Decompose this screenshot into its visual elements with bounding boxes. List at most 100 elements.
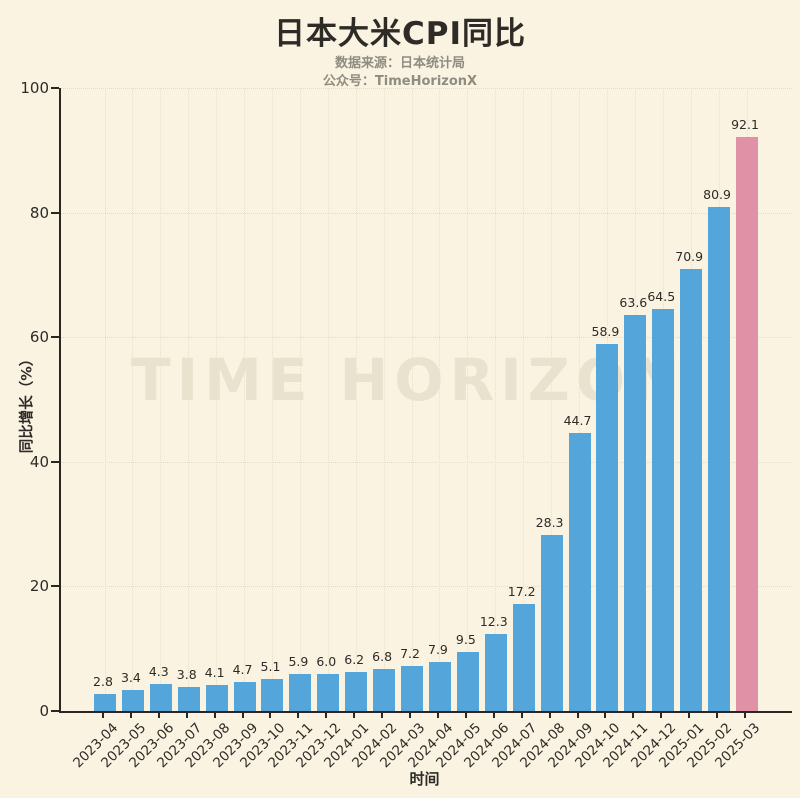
bar-value-label: 6.8: [372, 648, 393, 664]
bar-value-label: 2.8: [93, 673, 113, 689]
x-axis-tick: [576, 713, 579, 718]
bar-value-label: 44.7: [563, 412, 592, 428]
chart-title: 日本大米CPI同比: [273, 16, 526, 52]
bar-value-label: 4.7: [232, 661, 253, 677]
x-axis-tick: [436, 713, 439, 718]
bar-highlight: [736, 137, 758, 711]
bar-value-label: 5.9: [288, 654, 309, 670]
bar: [177, 687, 200, 711]
y-axis-title: 同比增长（%）: [19, 351, 36, 454]
gridline-horizontal: [61, 88, 792, 89]
bar: [317, 673, 340, 711]
bar-value-label: 28.3: [535, 514, 564, 530]
y-axis-tick-label: 40: [29, 452, 49, 471]
bar-value-label: 7.9: [428, 641, 448, 657]
bar: [428, 661, 451, 711]
gridline-vertical: [495, 88, 497, 711]
gridline-vertical: [327, 88, 329, 711]
bar-value-label: 7.2: [400, 646, 420, 662]
gridline-vertical: [160, 88, 162, 711]
x-axis-title: 时间: [409, 770, 440, 788]
x-axis-tick: [297, 713, 300, 718]
x-axis-tick: [520, 713, 523, 718]
bar-value-label: 6.2: [344, 652, 365, 668]
bar-value-label: 92.1: [731, 117, 759, 133]
bar: [484, 634, 507, 711]
y-axis-tick: [51, 87, 59, 89]
bar: [94, 693, 116, 711]
bar-value-label: 80.9: [703, 186, 731, 202]
gridline-vertical: [467, 88, 469, 711]
x-axis-tick: [213, 713, 216, 718]
gridline-vertical: [244, 88, 246, 711]
bar: [624, 314, 647, 711]
bar: [261, 679, 284, 711]
y-axis-tick: [51, 710, 59, 712]
y-axis-tick-label: 20: [29, 577, 49, 596]
bar: [121, 689, 144, 711]
x-axis-tick: [604, 713, 607, 718]
gridline-vertical: [271, 88, 273, 711]
bar-value-label: 3.8: [176, 667, 197, 683]
x-axis-tick: [688, 713, 691, 718]
gridline-horizontal: [61, 337, 792, 339]
bar-value-label: 3.4: [120, 669, 141, 685]
bar-value-label: 58.9: [591, 324, 620, 340]
bar-value-label: 4.1: [204, 665, 225, 681]
bar: [205, 685, 228, 711]
x-axis-tick: [269, 713, 272, 718]
x-axis-tick: [744, 713, 746, 718]
bar: [373, 668, 396, 711]
gridline-vertical: [439, 88, 441, 711]
gridline-horizontal: [61, 212, 792, 214]
bar-value-label: 9.5: [455, 631, 476, 647]
bar: [345, 672, 368, 711]
y-axis-tick: [51, 585, 59, 588]
gridline-horizontal: [61, 586, 792, 588]
bar-value-label: 12.3: [479, 614, 508, 630]
bar-value-label: 6.0: [316, 653, 337, 669]
x-axis-tick: [409, 713, 412, 718]
x-axis-tick: [716, 713, 719, 718]
x-axis-tick: [102, 713, 104, 718]
x-axis-tick: [325, 713, 328, 718]
bar: [233, 681, 256, 711]
bar-value-label: 70.9: [675, 249, 704, 265]
bar: [289, 674, 312, 711]
bar: [149, 684, 172, 711]
bar-value-label: 5.1: [260, 659, 281, 675]
y-axis-tick: [51, 460, 59, 463]
bar: [680, 269, 703, 711]
bar-value-label: 4.3: [148, 664, 169, 680]
gridline-vertical: [132, 88, 134, 711]
chart-account-line: 公众号：TimeHorizonX: [322, 74, 478, 89]
x-axis-tick: [548, 713, 551, 718]
plot-area: TIME HORIZON: [59, 88, 792, 713]
bar: [652, 309, 675, 711]
x-axis-tick: [464, 713, 467, 718]
bar-value-label: 17.2: [507, 583, 536, 599]
x-axis-tick: [492, 713, 495, 718]
y-axis-tick-label: 80: [29, 203, 49, 222]
bar: [708, 207, 731, 711]
gridline-vertical: [383, 88, 385, 711]
bar: [512, 603, 535, 711]
gridline-vertical: [188, 88, 190, 711]
y-axis-tick: [51, 336, 59, 339]
bar-value-label: 63.6: [619, 294, 648, 310]
gridline-vertical: [523, 88, 525, 711]
bar: [540, 534, 563, 711]
gridline-vertical: [104, 88, 106, 711]
y-axis-tick-label: 60: [29, 328, 49, 347]
y-axis-tick-label: 0: [39, 702, 49, 720]
x-axis-tick: [381, 713, 384, 718]
gridline-vertical: [355, 88, 357, 711]
gridline-vertical: [216, 88, 218, 711]
gridline-vertical: [551, 88, 553, 711]
y-axis-tick-label: 100: [20, 79, 49, 97]
y-axis-tick: [51, 211, 59, 214]
x-axis-tick: [185, 713, 188, 718]
x-axis-tick: [129, 713, 132, 718]
gridline-vertical: [411, 88, 413, 711]
